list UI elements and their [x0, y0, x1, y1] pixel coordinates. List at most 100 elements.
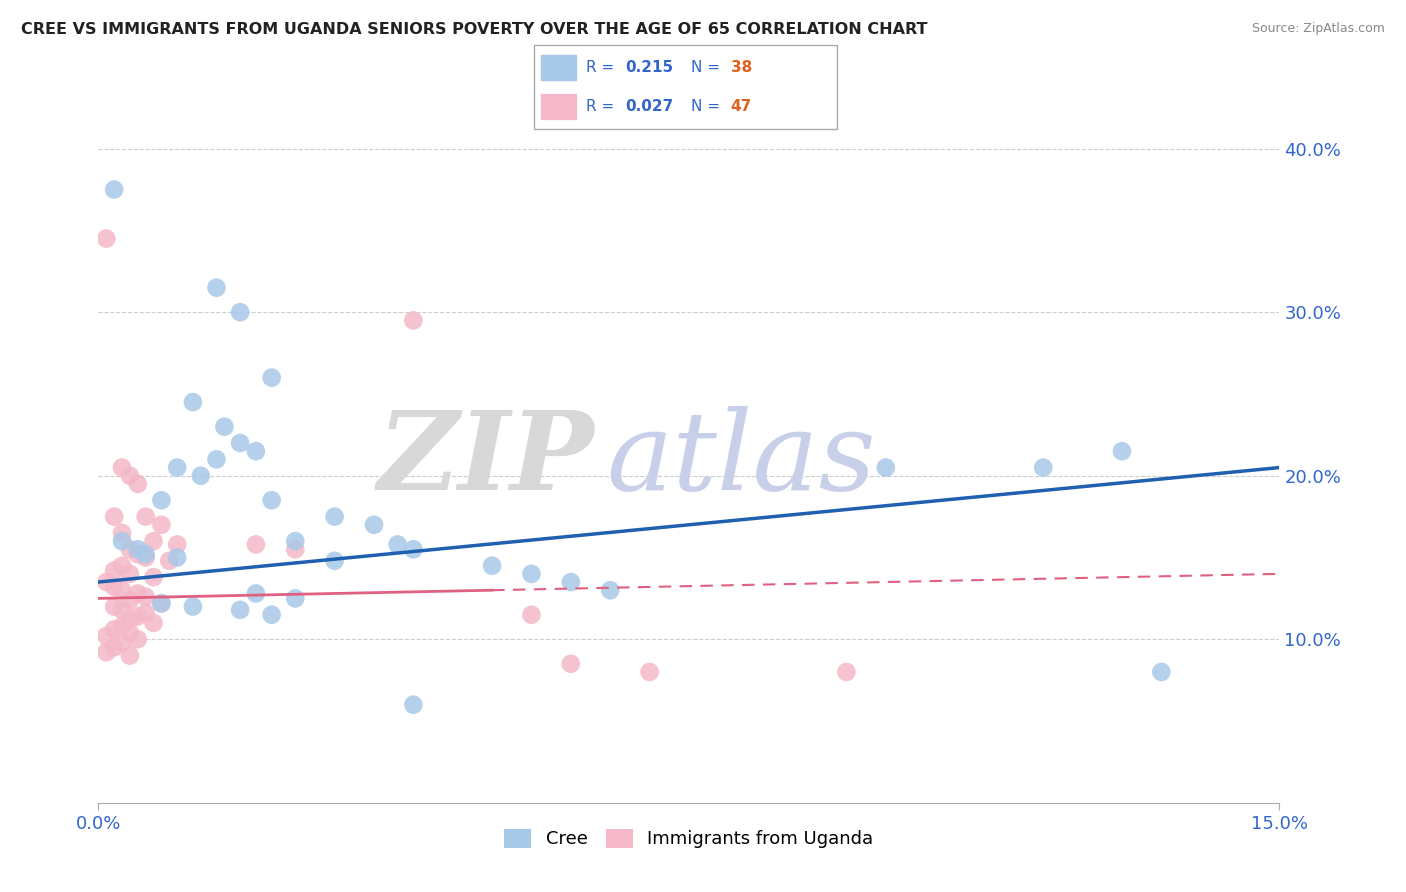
Point: [111, 534, 134, 549]
Point: [96, 232, 118, 246]
Point: [214, 419, 236, 434]
Point: [205, 452, 228, 467]
Text: 38: 38: [731, 60, 752, 75]
Point: [96, 645, 118, 659]
Text: 0.027: 0.027: [624, 99, 673, 114]
Point: [127, 476, 149, 491]
Point: [118, 566, 141, 581]
Point: [166, 537, 188, 551]
Text: 47: 47: [731, 99, 752, 114]
Point: [103, 640, 125, 655]
Point: [96, 574, 118, 589]
Point: [229, 603, 252, 617]
Point: [599, 583, 621, 598]
Point: [127, 542, 149, 557]
Point: [520, 607, 543, 622]
Text: R =: R =: [586, 99, 614, 114]
Point: [111, 558, 134, 573]
Text: ZIP: ZIP: [378, 406, 595, 513]
Legend: Cree, Immigrants from Uganda: Cree, Immigrants from Uganda: [498, 822, 880, 855]
Point: [166, 550, 188, 565]
Point: [96, 629, 118, 643]
Point: [118, 468, 141, 483]
Point: [260, 493, 283, 508]
Point: [103, 599, 125, 614]
Point: [229, 436, 252, 450]
Point: [205, 281, 228, 295]
Point: [229, 305, 252, 319]
Point: [284, 542, 307, 557]
FancyBboxPatch shape: [534, 45, 837, 129]
Point: [402, 698, 425, 712]
Point: [111, 525, 134, 540]
Point: [181, 599, 204, 614]
Point: [103, 564, 125, 578]
Point: [118, 648, 141, 663]
Point: [560, 657, 582, 671]
Point: [402, 542, 425, 557]
Point: [103, 183, 125, 197]
Point: [111, 460, 134, 475]
Point: [166, 460, 188, 475]
Point: [150, 517, 173, 532]
Point: [284, 591, 307, 606]
Point: [560, 574, 582, 589]
Point: [135, 606, 157, 620]
Point: [103, 623, 125, 637]
Point: [118, 593, 141, 607]
Point: [111, 635, 134, 649]
Point: [260, 607, 283, 622]
Text: atlas: atlas: [606, 406, 876, 513]
FancyBboxPatch shape: [540, 93, 576, 120]
Point: [142, 534, 165, 549]
Point: [135, 547, 157, 561]
Point: [284, 534, 307, 549]
Text: 0.215: 0.215: [624, 60, 673, 75]
Point: [103, 580, 125, 594]
Point: [481, 558, 503, 573]
Text: R =: R =: [586, 60, 614, 75]
Point: [363, 517, 385, 532]
Point: [118, 613, 141, 627]
Point: [402, 313, 425, 327]
Point: [245, 586, 267, 600]
Point: [1032, 460, 1054, 475]
Point: [638, 665, 661, 679]
Point: [835, 665, 858, 679]
Point: [118, 542, 141, 557]
FancyBboxPatch shape: [540, 54, 576, 81]
Point: [142, 615, 165, 630]
Point: [323, 509, 346, 524]
Point: [111, 583, 134, 598]
Point: [127, 586, 149, 600]
Point: [118, 625, 141, 640]
Point: [520, 566, 543, 581]
Point: [245, 444, 267, 458]
Point: [135, 509, 157, 524]
Point: [142, 570, 165, 584]
Point: [150, 596, 173, 610]
Text: N =: N =: [692, 99, 720, 114]
Point: [135, 590, 157, 604]
Point: [150, 493, 173, 508]
Point: [181, 395, 204, 409]
Point: [111, 619, 134, 633]
Point: [111, 603, 134, 617]
Point: [387, 537, 409, 551]
Point: [127, 609, 149, 624]
Point: [135, 550, 157, 565]
Point: [323, 554, 346, 568]
Text: CREE VS IMMIGRANTS FROM UGANDA SENIORS POVERTY OVER THE AGE OF 65 CORRELATION CH: CREE VS IMMIGRANTS FROM UGANDA SENIORS P…: [21, 22, 928, 37]
Point: [1150, 665, 1173, 679]
Point: [103, 509, 125, 524]
Point: [127, 632, 149, 647]
Point: [150, 596, 173, 610]
Point: [190, 468, 212, 483]
Point: [127, 547, 149, 561]
Text: N =: N =: [692, 60, 720, 75]
Point: [875, 460, 897, 475]
Text: Source: ZipAtlas.com: Source: ZipAtlas.com: [1251, 22, 1385, 36]
Point: [157, 554, 180, 568]
Point: [260, 370, 283, 384]
Point: [245, 537, 267, 551]
